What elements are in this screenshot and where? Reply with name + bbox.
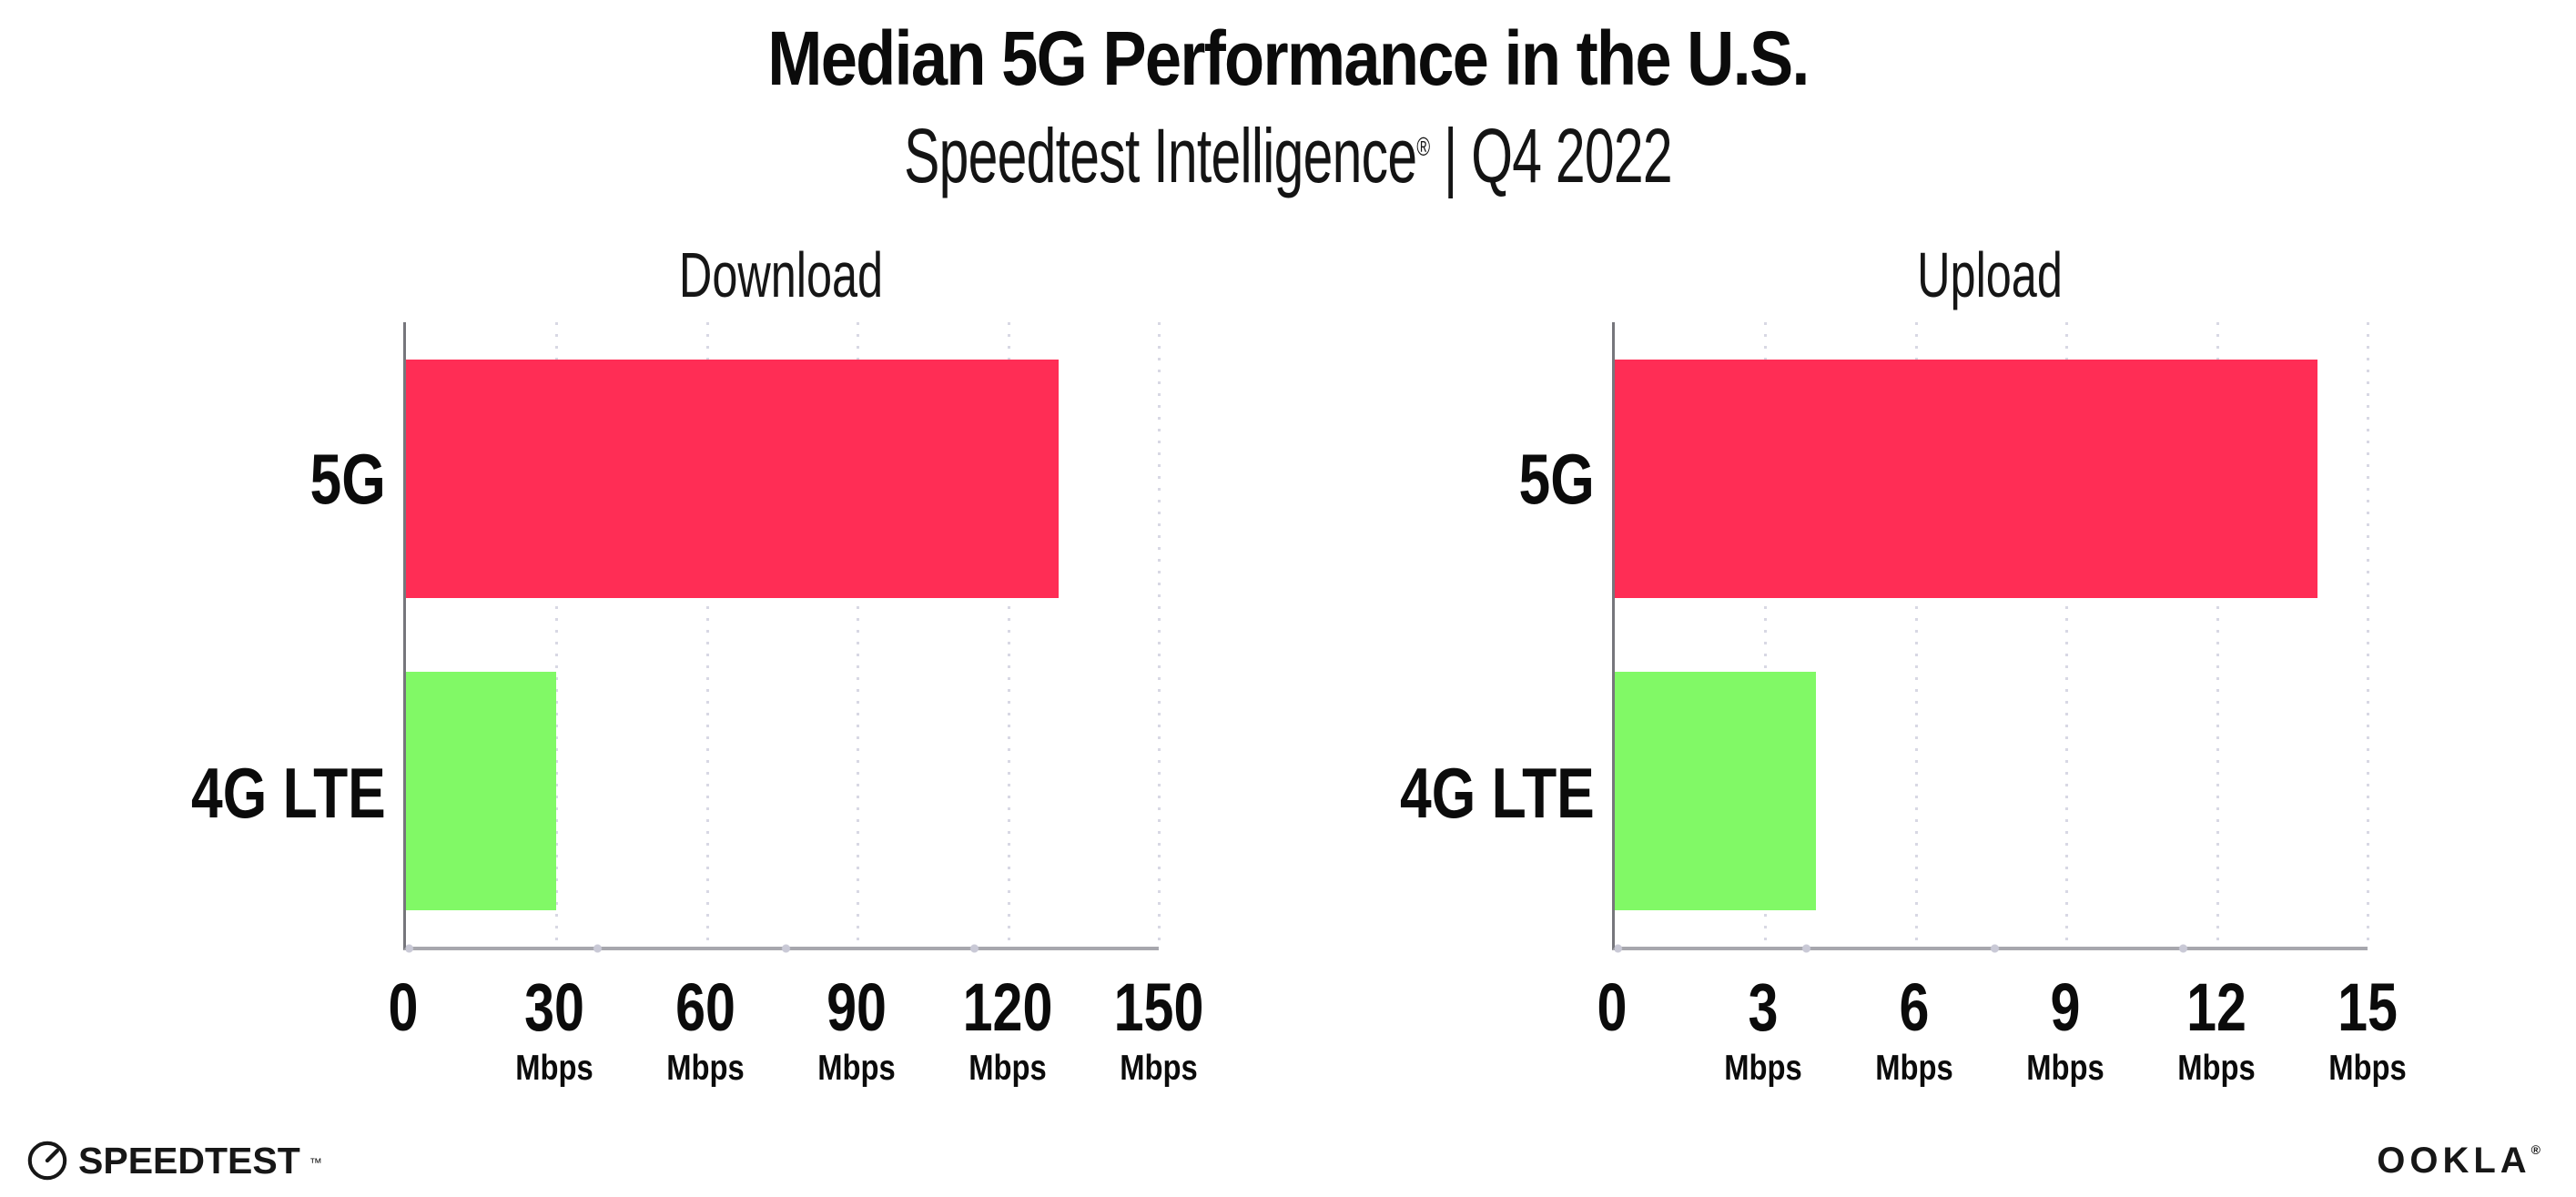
tick-unit: Mbps	[1120, 1049, 1198, 1088]
x-tick: 3 Mbps	[1717, 969, 1810, 1088]
subtitle-brand: Speedtest Intelligence	[904, 113, 1417, 198]
tick-value: 120	[962, 969, 1053, 1045]
download-chart-title: Download	[678, 239, 884, 310]
tick-unit: Mbps	[2328, 1049, 2407, 1088]
x-gridline	[1007, 322, 1010, 947]
tick-value: 0	[388, 969, 419, 1045]
x-tick: 30 Mbps	[508, 969, 601, 1088]
bar-upload-5g	[1615, 359, 2317, 598]
page-subtitle: Speedtest Intelligence® | Q4 2022	[387, 112, 2190, 200]
speedtest-wordmark: SPEEDTEST	[78, 1139, 300, 1182]
download-plot-area	[403, 322, 1161, 953]
download-chart: Download 5G 4G LTE 0	[139, 238, 1204, 1132]
tick-unit: Mbps	[1875, 1049, 1953, 1088]
bar-upload-4g-lte	[1615, 671, 1816, 910]
x-gridline	[857, 322, 860, 947]
tick-value: 0	[1597, 969, 1628, 1045]
tick-unit: Mbps	[817, 1049, 896, 1088]
x-gridline	[1914, 322, 1918, 947]
registered-mark: ®	[2530, 1141, 2545, 1157]
bar-download-5g	[406, 359, 1059, 598]
tick-value: 9	[2050, 969, 2081, 1045]
tick-value: 15	[2338, 969, 2398, 1045]
speedtest-logo: SPEEDTEST ™	[25, 1139, 322, 1182]
x-tick: 90 Mbps	[810, 969, 903, 1088]
tick-unit: Mbps	[666, 1049, 745, 1088]
x-tick: 15 Mbps	[2321, 969, 2414, 1088]
bar-row	[1615, 634, 2368, 947]
upload-x-axis: 0 3 Mbps 6 Mbps 9 Mbps 12 Mbps	[1597, 950, 2407, 1132]
tick-value: 60	[675, 969, 735, 1045]
x-tick: 0	[1593, 974, 1630, 1050]
trademark-mark: ™	[309, 1155, 322, 1170]
ookla-wordmark: OOKLA	[2377, 1140, 2531, 1181]
bar-row	[1615, 322, 2368, 634]
tick-value: 12	[2186, 969, 2246, 1045]
upload-plot-area	[1612, 322, 2369, 953]
tick-unit: Mbps	[1724, 1049, 1802, 1088]
ookla-logo: OOKLA®	[2377, 1141, 2545, 1182]
x-gridline	[555, 322, 559, 947]
upload-chart-title: Upload	[1917, 239, 2063, 310]
tick-value: 30	[524, 969, 584, 1045]
chart-header: Median 5G Performance in the U.S. Speedt…	[0, 0, 2576, 200]
page-title: Median 5G Performance in the U.S.	[767, 15, 1810, 101]
tick-unit: Mbps	[2026, 1049, 2104, 1088]
upload-y-axis-labels: 5G 4G LTE	[1348, 322, 1612, 950]
x-gridline	[705, 322, 709, 947]
subtitle-period: | Q4 2022	[1429, 113, 1673, 198]
category-label-5g: 5G	[309, 439, 386, 519]
bar-row	[406, 322, 1159, 634]
tick-value: 3	[1748, 969, 1779, 1045]
charts-row: Download 5G 4G LTE 0	[139, 238, 2576, 1132]
tick-value: 90	[827, 969, 887, 1045]
registered-mark: ®	[1416, 133, 1430, 162]
x-tick: 12 Mbps	[2170, 969, 2263, 1088]
download-y-axis-labels: 5G 4G LTE	[139, 322, 403, 950]
x-tick: 150 Mbps	[1102, 969, 1214, 1088]
x-gridline	[2216, 322, 2219, 947]
x-gridline	[1764, 322, 1768, 947]
tick-unit: Mbps	[515, 1049, 593, 1088]
x-gridline	[2065, 322, 2069, 947]
category-label-4g-lte: 4G LTE	[1400, 753, 1595, 833]
bar-download-4g-lte	[406, 671, 557, 910]
category-label-4g-lte: 4G LTE	[191, 753, 386, 833]
footer: SPEEDTEST ™ OOKLA®	[25, 1139, 2545, 1182]
bar-row	[406, 634, 1159, 947]
x-tick: 0	[384, 974, 421, 1050]
tick-value: 6	[1899, 969, 1930, 1045]
tick-unit: Mbps	[2177, 1049, 2256, 1088]
download-x-axis: 0 30 Mbps 60 Mbps 90 Mbps 120 Mbps	[389, 950, 1204, 1132]
category-label-5g: 5G	[1518, 439, 1595, 519]
x-tick: 6 Mbps	[1868, 969, 1961, 1088]
x-gridline	[1158, 322, 1161, 947]
x-gridline	[2367, 322, 2369, 947]
x-tick: 120 Mbps	[951, 969, 1063, 1088]
speedtest-gauge-icon	[27, 1141, 67, 1181]
x-tick: 9 Mbps	[2019, 969, 2112, 1088]
upload-chart: Upload 5G 4G LTE 0	[1348, 238, 2407, 1132]
tick-unit: Mbps	[969, 1049, 1047, 1088]
tick-value: 150	[1113, 969, 1204, 1045]
x-tick: 60 Mbps	[659, 969, 752, 1088]
